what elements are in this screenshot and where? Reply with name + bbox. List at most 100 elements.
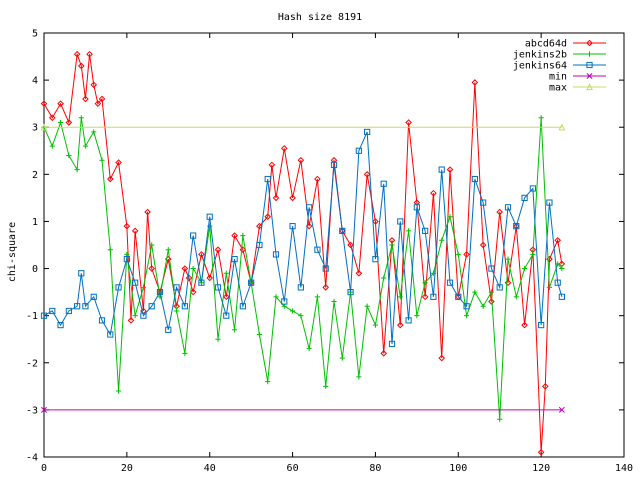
y-tick-label: -3: [26, 405, 38, 416]
data-point-jenkins2b: [488, 289, 495, 295]
data-point-abcd64d: [131, 227, 139, 235]
data-point-jenkins2b: [505, 256, 511, 262]
data-point-jenkins64: [98, 317, 106, 324]
data-point-jenkins64: [558, 293, 565, 300]
data-point-abcd64d: [504, 279, 512, 286]
series-layer: [40, 50, 566, 456]
data-point-abcd64d: [463, 251, 470, 258]
data-point-jenkins2b: [447, 214, 453, 220]
data-point-jenkins64: [488, 265, 495, 272]
data-point-jenkins2b: [223, 270, 229, 276]
data-point-abcd64d: [554, 236, 562, 244]
data-point-jenkins64: [422, 227, 429, 234]
data-point-jenkins64: [546, 199, 553, 206]
data-point-abcd64d: [268, 161, 276, 169]
data-point-abcd64d: [144, 208, 151, 216]
data-point-jenkins2b: [190, 265, 196, 272]
data-point-jenkins64: [306, 204, 313, 211]
data-point-jenkins2b: [356, 374, 362, 380]
data-point-abcd64d: [77, 62, 85, 70]
data-point-jenkins2b: [78, 115, 84, 121]
data-point-jenkins2b: [149, 242, 155, 248]
data-point-abcd64d: [471, 79, 479, 86]
data-point-abcd64d: [48, 114, 56, 122]
data-point-jenkins64: [231, 256, 238, 263]
y-tick-label: 0: [32, 264, 38, 275]
legend-marker-jenkins64: [586, 61, 593, 69]
data-point-jenkins2b: [530, 251, 536, 258]
data-point-abcd64d: [198, 251, 205, 258]
data-point-jenkins2b: [439, 237, 445, 243]
data-point-jenkins2b: [389, 242, 395, 248]
data-point-jenkins2b: [265, 379, 271, 385]
data-point-jenkins2b: [455, 251, 461, 258]
data-point-jenkins64: [256, 241, 263, 249]
legend-marker-max: [586, 83, 593, 91]
legend-label-jenkins2b: jenkins2b: [513, 50, 567, 61]
data-point-jenkins2b: [273, 294, 279, 300]
data-point-jenkins2b: [397, 294, 403, 300]
data-point-abcd64d: [239, 246, 247, 254]
data-point-jenkins64: [297, 284, 304, 291]
legend-marker-abcd64d: [586, 39, 593, 47]
data-point-jenkins2b: [339, 355, 345, 361]
data-point-jenkins2b: [422, 280, 428, 286]
data-point-abcd64d: [214, 246, 222, 254]
data-point-jenkins2b: [497, 416, 503, 422]
data-point-jenkins64: [148, 303, 155, 310]
data-point-abcd64d: [355, 269, 363, 277]
data-point-jenkins64: [339, 227, 346, 234]
data-point-max: [558, 123, 566, 131]
data-point-jenkins64: [446, 279, 454, 286]
data-point-jenkins64: [529, 185, 536, 192]
data-point-abcd64d: [127, 317, 135, 324]
data-point-jenkins64: [438, 166, 445, 173]
series-jenkins2b: [41, 115, 565, 422]
data-point-jenkins2b: [405, 228, 412, 234]
data-point-jenkins2b: [559, 265, 565, 272]
data-point-abcd64d: [380, 350, 388, 357]
data-point-jenkins64: [405, 317, 412, 324]
data-point-abcd64d: [272, 194, 280, 202]
data-point-jenkins2b: [314, 294, 321, 300]
data-point-jenkins64: [190, 232, 197, 239]
data-point-abcd64d: [256, 222, 263, 230]
data-point-jenkins64: [156, 289, 164, 296]
data-point-jenkins64: [463, 303, 470, 310]
data-point-jenkins64: [364, 128, 371, 136]
legend-label-max: max: [549, 83, 567, 94]
data-point-abcd64d: [181, 265, 189, 272]
data-point-jenkins2b: [323, 383, 329, 389]
data-point-jenkins64: [107, 331, 114, 338]
data-point-jenkins2b: [372, 322, 379, 328]
data-point-jenkins64: [272, 251, 280, 258]
data-point-min: [558, 406, 565, 413]
data-point-jenkins64: [455, 293, 462, 300]
data-point-jenkins2b: [115, 388, 122, 394]
data-point-abcd64d: [98, 95, 106, 103]
axis-ticks: 0 20 40 60 80 100 120 140 -4 -3 -2 -1 0 1 2 3 4 5: [26, 29, 633, 475]
data-point-jenkins64: [90, 293, 97, 300]
y-tick-label: 3: [32, 123, 38, 134]
legend-marker-min: [586, 73, 593, 79]
data-point-jenkins64: [123, 256, 130, 263]
data-point-jenkins64: [74, 303, 81, 310]
data-point-abcd64d: [65, 119, 73, 126]
data-point-abcd64d: [222, 293, 230, 301]
data-point-jenkins2b: [381, 275, 387, 281]
data-point-jenkins2b: [182, 350, 188, 356]
data-point-jenkins64: [173, 284, 180, 291]
data-point-jenkins64: [49, 307, 56, 315]
data-point-jenkins64: [65, 307, 72, 315]
data-point-abcd64d: [322, 284, 330, 291]
data-point-abcd64d: [264, 213, 272, 221]
data-point-abcd64d: [82, 95, 89, 103]
data-point-jenkins2b: [513, 294, 519, 300]
y-axis-label: chi-square: [7, 222, 18, 282]
data-point-jenkins2b: [521, 265, 528, 272]
data-point-jenkins2b: [364, 303, 370, 309]
data-point-max: [40, 123, 48, 131]
data-point-jenkins64: [496, 284, 503, 291]
